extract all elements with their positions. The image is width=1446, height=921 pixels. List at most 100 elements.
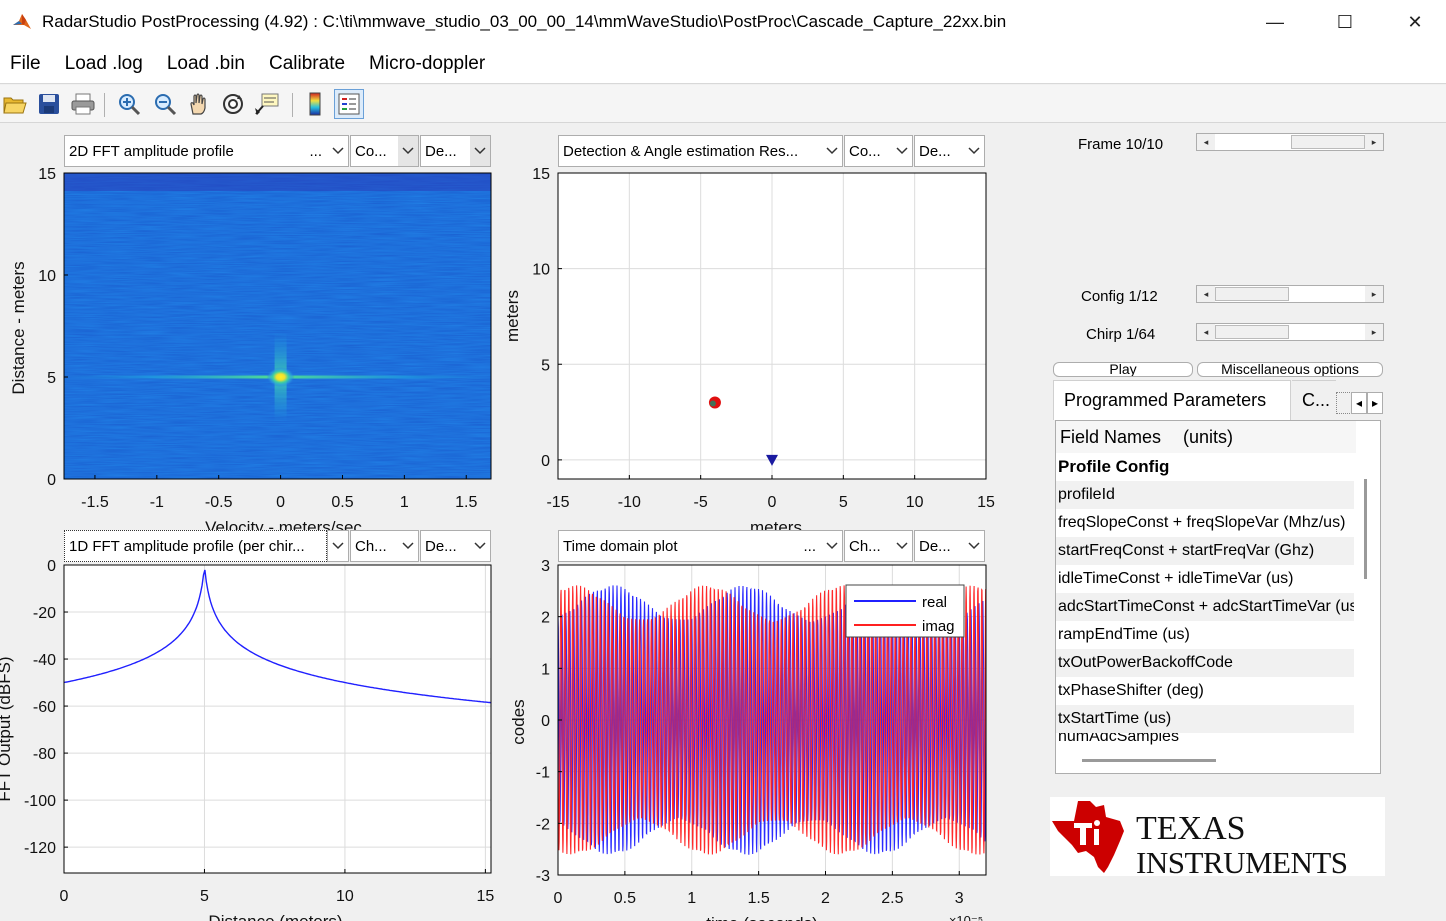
x-tick-label: 1 bbox=[687, 890, 696, 907]
plot2-device-dropdown[interactable]: De... bbox=[914, 135, 985, 167]
plot4-device-dropdown[interactable]: De... bbox=[914, 530, 985, 562]
slider-left-arrow-icon[interactable]: ◂ bbox=[1197, 134, 1215, 150]
table-row[interactable]: txOutPowerBackoffCode bbox=[1056, 649, 1354, 677]
table-row[interactable]: Profile Config bbox=[1058, 457, 1170, 476]
plot4-type-dropdown[interactable]: Time domain plot ... bbox=[558, 530, 843, 562]
radar-origin-marker bbox=[766, 454, 778, 466]
miscellaneous-options-button[interactable]: Miscellaneous options bbox=[1197, 362, 1383, 377]
plot3-channel-label: Ch... bbox=[355, 537, 387, 555]
rotate-icon[interactable] bbox=[218, 89, 248, 119]
texas-instruments-logo: TEXAS INSTRUMENTS bbox=[1050, 797, 1385, 880]
save-icon[interactable] bbox=[34, 89, 64, 119]
tab-overflow-marker bbox=[1336, 392, 1352, 414]
tab-scroll-left-icon[interactable]: ◂ bbox=[1351, 392, 1367, 414]
tab-scroll-right-icon[interactable]: ▸ bbox=[1367, 392, 1383, 414]
maximize-button[interactable]: ☐ bbox=[1336, 11, 1354, 32]
frame-slider[interactable]: ◂ ▸ bbox=[1196, 133, 1384, 151]
config-slider[interactable]: ◂ ▸ bbox=[1196, 285, 1384, 303]
table-row[interactable]: rampEndTime (us) bbox=[1058, 626, 1190, 643]
y-tick-label: 3 bbox=[541, 558, 550, 575]
table-row[interactable]: numAdcSamples bbox=[1058, 733, 1179, 745]
table-row[interactable]: freqSlopeConst + freqSlopeVar (Mhz/us) bbox=[1058, 514, 1346, 531]
menu-file[interactable]: File bbox=[10, 52, 41, 74]
x-tick-label: 1 bbox=[400, 494, 409, 511]
config-slider-thumb[interactable] bbox=[1215, 287, 1289, 301]
print-icon[interactable] bbox=[68, 89, 98, 119]
minimize-button[interactable]: — bbox=[1266, 11, 1284, 32]
plot1-type-dropdown[interactable]: 2D FFT amplitude profile ... bbox=[64, 135, 349, 167]
plot3-type-dropdown-arrow[interactable] bbox=[327, 530, 349, 562]
plot3-device-dropdown[interactable]: De... bbox=[420, 530, 491, 562]
x-tick-label: 5 bbox=[200, 888, 209, 905]
zoom-out-icon[interactable] bbox=[150, 89, 180, 119]
chirp-slider[interactable]: ◂ ▸ bbox=[1196, 323, 1384, 341]
slider-left-arrow-icon[interactable]: ◂ bbox=[1197, 286, 1215, 302]
slider-right-arrow-icon[interactable]: ▸ bbox=[1365, 286, 1383, 302]
plot4-more-label: ... bbox=[803, 537, 816, 555]
x-tick-label: 0 bbox=[554, 890, 563, 907]
heatmap-frame bbox=[63, 172, 492, 480]
plot4-channel-dropdown[interactable]: Ch... bbox=[844, 530, 913, 562]
tab-programmed-parameters[interactable]: Programmed Parameters bbox=[1053, 380, 1291, 420]
y-tick-label: -100 bbox=[24, 793, 56, 810]
plot1-channel-dropdown[interactable]: Co... bbox=[350, 135, 419, 167]
open-icon[interactable] bbox=[0, 89, 30, 119]
legend-icon[interactable] bbox=[334, 89, 364, 119]
range-doppler-heatmap: -1.5 -1 -0.5 0 0.5 1 1.5 0 5 10 15 Distance - meter… bbox=[9, 166, 492, 530]
menu-micro-doppler[interactable]: Micro-doppler bbox=[369, 52, 486, 74]
plot3-type-dropdown[interactable]: 1D FFT amplitude profile (per chir... bbox=[64, 530, 327, 562]
plot2-channel-dropdown[interactable]: Co... bbox=[844, 135, 913, 167]
menu-load-log[interactable]: Load .log bbox=[64, 52, 143, 74]
zoom-in-icon[interactable] bbox=[114, 89, 144, 119]
plot1-device-dropdown[interactable]: De... bbox=[420, 135, 491, 167]
parameter-tabs: Programmed Parameters C... ◂ ▸ bbox=[1053, 380, 1383, 420]
chevron-down-icon bbox=[470, 136, 490, 166]
ti-letter-i-dot bbox=[1094, 820, 1100, 826]
plot2-type-dropdown[interactable]: Detection & Angle estimation Res... bbox=[558, 135, 843, 167]
table-row[interactable]: adcStartTimeConst + adcStartTimeVar (us) bbox=[1056, 593, 1354, 621]
table-row[interactable]: startFreqConst + startFreqVar (Ghz) bbox=[1056, 537, 1354, 565]
plot1-device-label: De... bbox=[425, 142, 457, 160]
colorbar-icon[interactable] bbox=[300, 89, 330, 119]
x-tick-label: 2.5 bbox=[881, 890, 903, 907]
table-row[interactable]: profileId bbox=[1056, 481, 1354, 509]
slider-right-arrow-icon[interactable]: ▸ bbox=[1365, 134, 1383, 150]
header-units: (units) bbox=[1183, 426, 1234, 447]
y-tick-label: -20 bbox=[33, 605, 56, 622]
data-cursor-icon[interactable] bbox=[252, 89, 282, 119]
x-tick-label: -0.5 bbox=[205, 494, 233, 511]
y-tick-label: -2 bbox=[536, 816, 550, 833]
slider-right-arrow-icon[interactable]: ▸ bbox=[1365, 324, 1383, 340]
ti-letter-i bbox=[1094, 829, 1099, 845]
play-button[interactable]: Play bbox=[1053, 362, 1193, 377]
chirp-slider-thumb[interactable] bbox=[1215, 325, 1289, 339]
range-profile-plot: 0 5 10 15 0 -20 -40 -60 -80 -100 -120 FFT Output (d… bbox=[0, 558, 494, 921]
table-row[interactable]: txPhaseShifter (deg) bbox=[1058, 682, 1204, 699]
table-vertical-scrollbar[interactable] bbox=[1364, 479, 1367, 579]
y-axis-label: Distance - meters bbox=[9, 261, 28, 394]
header-field-names: Field Names bbox=[1060, 426, 1162, 447]
range-plot-area bbox=[64, 565, 491, 873]
plot1-type-label: 2D FFT amplitude profile bbox=[69, 142, 234, 160]
plot3-channel-dropdown[interactable]: Ch... bbox=[350, 530, 419, 562]
y-tick-label: -60 bbox=[33, 699, 56, 716]
pan-icon[interactable] bbox=[184, 89, 214, 119]
x-tick-label: 0 bbox=[768, 494, 777, 511]
table-row[interactable]: idleTimeConst + idleTimeVar (us) bbox=[1058, 570, 1294, 587]
menu-load-bin[interactable]: Load .bin bbox=[166, 52, 245, 74]
toolbar-separator bbox=[292, 93, 293, 117]
logo-texas-text: TEXAS bbox=[1136, 810, 1246, 847]
x-tick-label: -5 bbox=[694, 494, 708, 511]
slider-left-arrow-icon[interactable]: ◂ bbox=[1197, 324, 1215, 340]
menu-calibrate[interactable]: Calibrate bbox=[269, 52, 346, 74]
table-row[interactable]: txStartTime (us) bbox=[1056, 705, 1354, 733]
tab-second[interactable]: C... bbox=[1292, 380, 1336, 420]
range-profile-line bbox=[63, 569, 492, 704]
close-button[interactable]: ✕ bbox=[1407, 11, 1423, 32]
table-horizontal-scrollbar[interactable] bbox=[1082, 759, 1216, 762]
chevron-down-icon bbox=[822, 531, 842, 561]
y-axis-label: meters bbox=[503, 290, 522, 342]
frame-slider-thumb[interactable] bbox=[1291, 135, 1365, 149]
y-tick-label: 10 bbox=[532, 262, 550, 279]
